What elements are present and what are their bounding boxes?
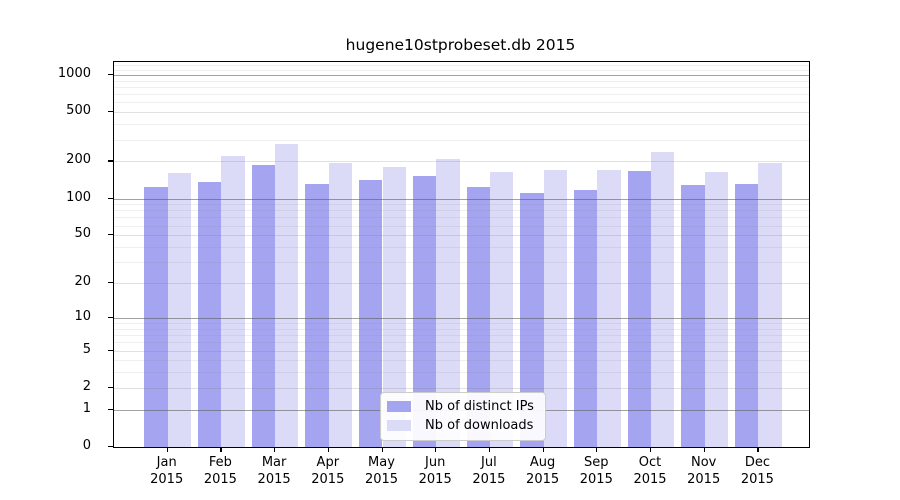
bar-aug-distinct-ips <box>520 192 544 447</box>
y-tick-label-50: 50 <box>74 226 91 242</box>
plot-area: Nb of distinct IPs Nb of downloads <box>113 61 810 448</box>
bar-jan-downloads <box>167 173 192 447</box>
y-tick-label-5: 5 <box>82 341 91 357</box>
x-tick-mark-jan <box>166 447 168 452</box>
y-tick-label-1: 1 <box>82 400 91 416</box>
legend-label-distinct-ips: Nb of distinct IPs <box>425 399 534 414</box>
y-tick-mark-0 <box>108 446 113 448</box>
chart-title: hugene10stprobeset.db 2015 <box>345 36 576 54</box>
y-tick-mark-100 <box>108 197 113 199</box>
bar-aug-downloads <box>543 169 567 447</box>
y-tick-mark-10 <box>108 316 113 319</box>
y-tick-mark-5 <box>108 349 113 351</box>
bar-jun-distinct-ips <box>412 176 437 447</box>
x-tick-label-dec: Dec 2015 <box>740 455 774 487</box>
x-tick-mark-jul <box>488 447 491 452</box>
bar-sep-downloads <box>597 170 621 447</box>
y-tick-label-10: 10 <box>74 308 91 324</box>
x-tick-mark-aug <box>542 447 544 452</box>
y-tick-mark-2 <box>108 386 113 388</box>
y-tick-mark-500 <box>108 111 113 113</box>
x-tick-mark-sep <box>596 447 598 452</box>
x-tick-mark-mar <box>274 447 276 452</box>
x-tick-label-feb: Feb 2015 <box>203 455 237 487</box>
x-tick-label-oct: Oct 2015 <box>633 455 667 487</box>
bar-mar-downloads <box>275 144 299 447</box>
x-tick-mark-oct <box>650 447 652 452</box>
x-tick-mark-feb <box>220 447 222 452</box>
legend-row-downloads: Nb of downloads <box>387 418 534 433</box>
x-tick-label-may: May 2015 <box>364 455 399 487</box>
x-tick-label-nov: Nov 2015 <box>687 455 721 487</box>
y-tick-label-100: 100 <box>66 189 91 205</box>
legend-row-distinct-ips: Nb of distinct IPs <box>387 399 534 414</box>
bar-dec-downloads <box>758 163 782 447</box>
bar-may-distinct-ips <box>359 179 383 447</box>
y-axis: 1000 500 200 100 50 20 10 5 2 1 0 <box>0 0 113 500</box>
bar-oct-distinct-ips <box>627 170 651 447</box>
x-tick-mark-may <box>381 447 383 452</box>
y-tick-mark-1000 <box>108 73 113 76</box>
legend-label-downloads: Nb of downloads <box>425 418 534 433</box>
y-tick-mark-200 <box>108 160 113 162</box>
x-tick-label-apr: Apr 2015 <box>311 455 345 487</box>
x-tick-label-jul: Jul 2015 <box>472 455 506 487</box>
y-tick-mark-50 <box>108 234 113 236</box>
bar-may-downloads <box>382 167 406 447</box>
bar-mar-distinct-ips <box>251 164 276 447</box>
bar-nov-downloads <box>704 171 729 447</box>
y-tick-label-1000: 1000 <box>57 65 91 81</box>
y-tick-mark-20 <box>108 282 113 284</box>
x-tick-label-jun: Jun 2015 <box>418 455 452 487</box>
legend-swatch-distinct-ips <box>387 401 411 412</box>
bar-nov-distinct-ips <box>681 185 705 447</box>
bars-layer <box>114 62 809 447</box>
y-tick-label-2: 2 <box>82 378 91 394</box>
x-tick-mark-dec <box>757 447 759 452</box>
legend: Nb of distinct IPs Nb of downloads <box>380 392 546 441</box>
bar-apr-distinct-ips <box>305 184 329 447</box>
x-tick-mark-nov <box>703 447 705 452</box>
x-tick-mark-apr <box>327 447 329 452</box>
legend-swatch-downloads <box>387 420 411 431</box>
y-tick-label-500: 500 <box>66 103 91 119</box>
bar-oct-downloads <box>651 151 675 447</box>
bar-jul-downloads <box>489 171 514 447</box>
x-tick-mark-jun <box>435 447 437 452</box>
bar-jan-distinct-ips <box>144 187 168 447</box>
bar-feb-downloads <box>221 155 245 447</box>
x-tick-label-aug: Aug 2015 <box>526 455 560 487</box>
x-tick-label-sep: Sep 2015 <box>579 455 613 487</box>
bar-apr-downloads <box>328 162 353 447</box>
bar-jun-downloads <box>436 158 460 447</box>
x-tick-label-mar: Mar 2015 <box>257 455 291 487</box>
bar-feb-distinct-ips <box>198 182 222 447</box>
y-tick-label-0: 0 <box>82 438 91 453</box>
y-tick-mark-1 <box>108 408 113 410</box>
bar-jul-distinct-ips <box>466 187 490 447</box>
y-tick-label-200: 200 <box>66 152 91 168</box>
bar-sep-distinct-ips <box>573 189 598 447</box>
x-tick-label-jan: Jan 2015 <box>150 455 184 487</box>
y-tick-label-20: 20 <box>74 274 91 289</box>
bar-dec-distinct-ips <box>735 184 759 447</box>
